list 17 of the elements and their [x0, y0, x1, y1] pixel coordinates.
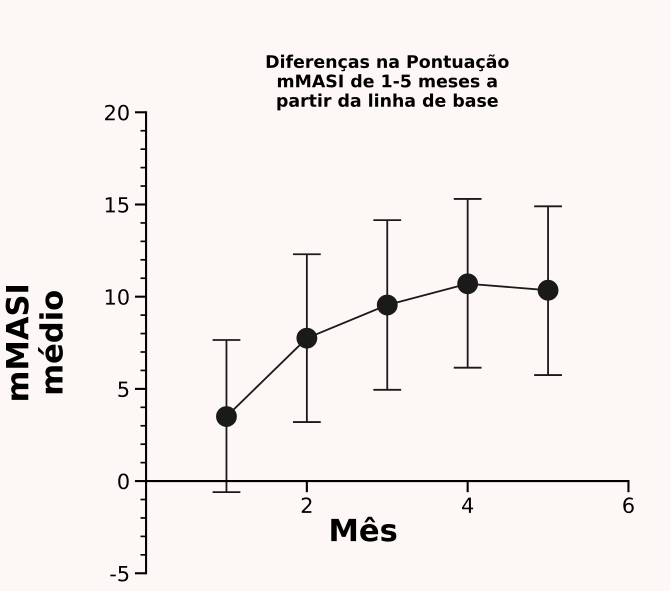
x-tick-label: 6 [623, 497, 634, 514]
y-tick-label: 10 [106, 289, 129, 305]
x-axis-title: Mês [331, 516, 396, 542]
y-tick-label: 5 [118, 382, 128, 398]
point [296, 328, 318, 349]
point [457, 273, 478, 294]
y-tick-label: 20 [105, 104, 129, 120]
x-tick-label: 4 [462, 498, 474, 513]
chart-title: Diferenças na Pontuação mMASI de 1-5 meses a partir da linha de base [266, 54, 509, 110]
y-tick-label: 0 [118, 474, 129, 490]
y-tick-label: -5 [110, 566, 128, 582]
y-axis-title: mMASI médio [6, 286, 63, 400]
point [538, 280, 558, 301]
point [216, 406, 237, 427]
y-tick-label: 15 [106, 197, 128, 213]
point [376, 294, 398, 316]
x-tick-label: 2 [302, 497, 312, 513]
